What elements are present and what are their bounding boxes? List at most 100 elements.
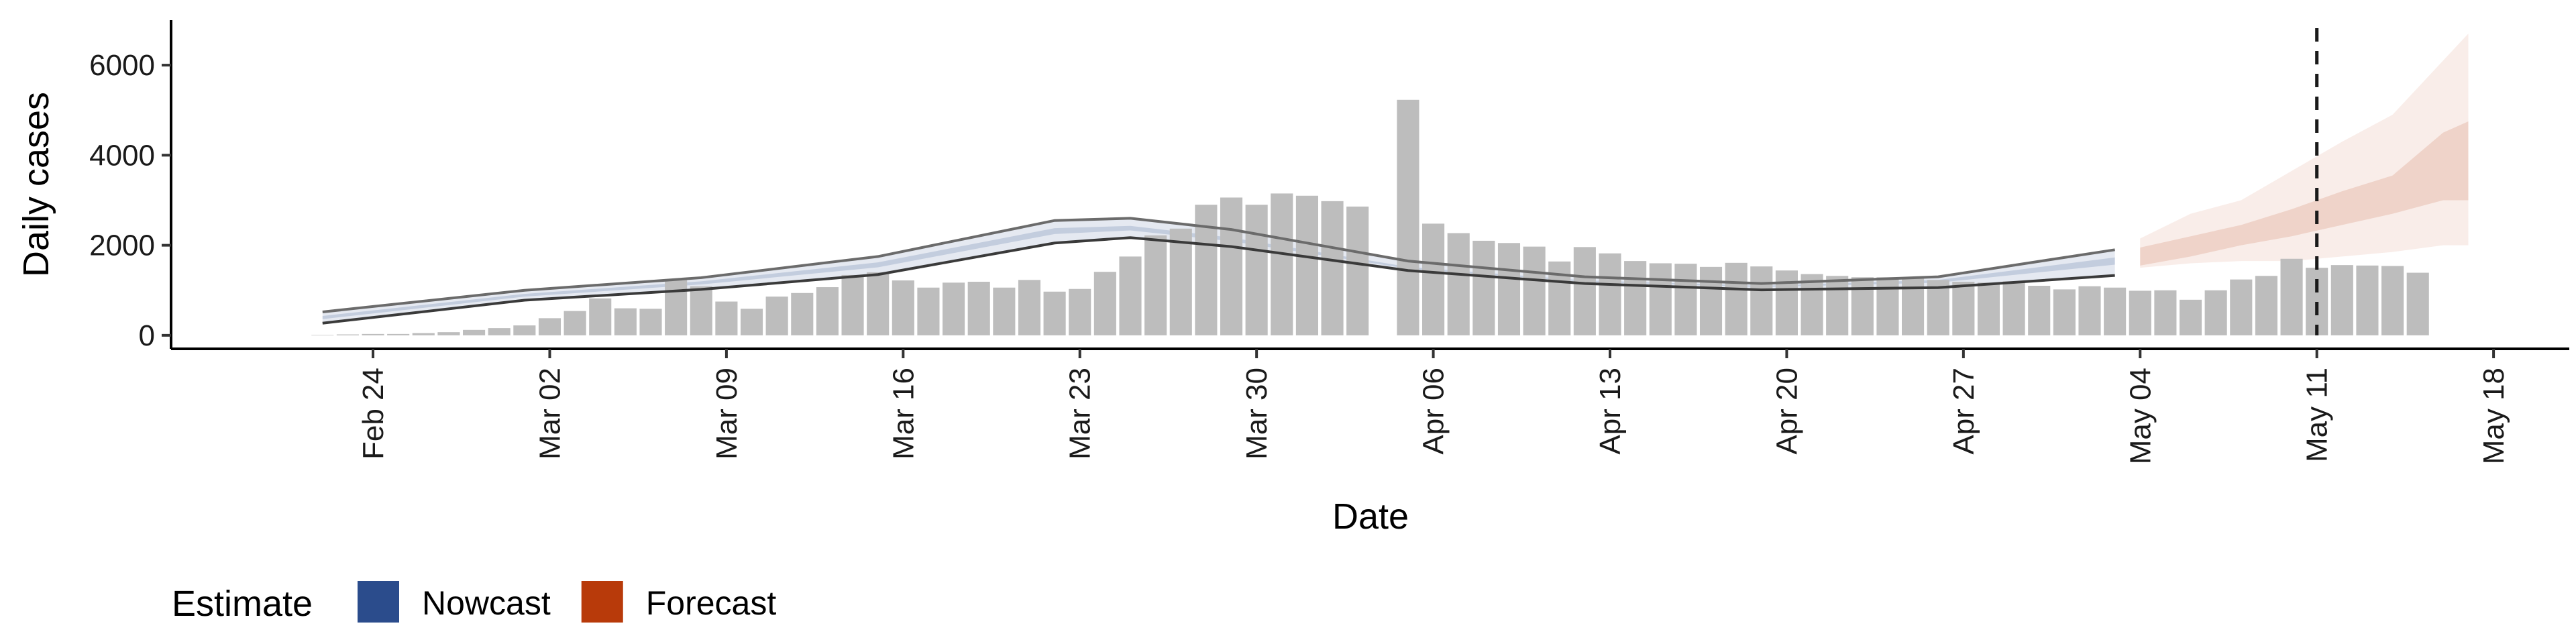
bar <box>993 287 1016 335</box>
x-tick-label: Mar 16 <box>887 368 920 460</box>
bar <box>1624 261 1647 335</box>
axes <box>170 20 2569 350</box>
bar <box>564 311 586 335</box>
bar <box>1927 280 1949 335</box>
observed-cases-bars <box>311 99 2429 335</box>
bar <box>1018 280 1041 335</box>
bar <box>1801 274 1823 335</box>
bar <box>2204 290 2227 335</box>
bar <box>2255 276 2277 335</box>
bar <box>2104 287 2127 335</box>
bar <box>1119 256 1142 335</box>
bar <box>1952 281 1975 335</box>
bar <box>589 298 612 335</box>
legend-title: Estimate <box>172 584 313 624</box>
bar <box>2356 265 2379 335</box>
nowcast-upper-line <box>322 217 2115 313</box>
bar <box>614 308 637 335</box>
bar <box>1826 276 1849 335</box>
y-tick-label: 4000 <box>89 139 155 172</box>
bar <box>1599 253 1621 335</box>
x-tick-label: Apr 20 <box>1770 368 1803 455</box>
bar <box>816 287 839 335</box>
legend-entries: Nowcast Forecast <box>358 581 776 623</box>
bar <box>2053 289 2076 335</box>
bar <box>1876 277 1899 335</box>
x-tick-label: Mar 09 <box>710 368 743 460</box>
x-tick-label: Mar 02 <box>533 368 566 460</box>
legend-label-nowcast: Nowcast <box>422 584 551 622</box>
bar <box>1271 193 1293 335</box>
bar <box>665 278 688 335</box>
bar <box>1043 291 1066 335</box>
bar <box>1144 235 1167 335</box>
bar <box>1220 197 1243 335</box>
bar <box>917 287 940 335</box>
bar <box>841 274 864 335</box>
y-tick-label: 2000 <box>89 229 155 262</box>
x-tick-label: Apr 06 <box>1417 368 1450 455</box>
bar <box>1346 206 1369 335</box>
bar <box>791 292 814 335</box>
bar <box>1497 243 1521 335</box>
x-axis-title: Date <box>1332 496 1409 537</box>
nowcast-lower-line <box>322 236 2115 325</box>
bar <box>1245 205 1268 335</box>
nowcast-band-outlines <box>322 217 2115 325</box>
bar <box>740 309 763 335</box>
y-tick-label: 6000 <box>89 49 155 82</box>
bar <box>513 325 536 335</box>
bar <box>867 272 890 335</box>
bar <box>943 282 965 335</box>
bar <box>437 332 460 335</box>
bar <box>1977 282 2000 335</box>
bar <box>2028 286 2051 335</box>
legend-label-forecast: Forecast <box>646 584 777 622</box>
forecast-inner-band <box>2140 121 2469 266</box>
bar <box>639 309 662 335</box>
x-tick-label: May 11 <box>2301 368 2334 462</box>
bar <box>538 318 561 335</box>
bar <box>488 328 511 335</box>
bar <box>1750 266 1773 335</box>
x-axis-ticks: Feb 24 Mar 02 Mar 09 Mar 16 Mar 23 Mar 30 Apr … <box>357 349 2510 464</box>
bar <box>2381 266 2404 335</box>
bar <box>2129 290 2151 335</box>
x-tick-label: Apr 27 <box>1947 368 1980 455</box>
bar <box>715 301 738 335</box>
bar <box>1321 201 1344 335</box>
bar <box>1447 233 1470 335</box>
bar <box>1472 240 1495 335</box>
bar <box>1169 228 1192 335</box>
bar <box>2330 265 2353 335</box>
y-axis-ticks: 0 2000 4000 6000 <box>89 49 171 352</box>
bar <box>1093 272 1116 335</box>
x-tick-label: Mar 23 <box>1064 368 1097 460</box>
bar <box>1397 99 1419 335</box>
x-tick-label: Apr 13 <box>1594 368 1627 455</box>
x-tick-label: May 18 <box>2477 368 2510 464</box>
bar <box>1649 263 1672 335</box>
legend-swatch-forecast <box>581 581 623 623</box>
bar <box>362 333 384 335</box>
estimate-bands <box>322 34 2469 323</box>
bar <box>463 329 486 335</box>
y-axis-title: Daily cases <box>16 92 56 277</box>
bar <box>1725 262 1748 335</box>
bar <box>1523 246 1546 335</box>
bar <box>690 286 712 335</box>
bar <box>2406 272 2429 335</box>
x-tick-label: May 04 <box>2124 368 2157 464</box>
bar <box>1775 270 1798 335</box>
x-tick-label: Mar 30 <box>1240 368 1273 460</box>
bar <box>1422 223 1445 335</box>
bar <box>1674 264 1697 335</box>
legend-swatch-nowcast <box>358 581 399 623</box>
forecast-outer-band <box>2140 34 2469 268</box>
bar <box>412 333 435 335</box>
x-tick-label: Feb 24 <box>357 368 390 460</box>
bar <box>2078 286 2101 335</box>
nowcast-outer-band <box>322 218 2115 323</box>
bar <box>2179 299 2202 335</box>
